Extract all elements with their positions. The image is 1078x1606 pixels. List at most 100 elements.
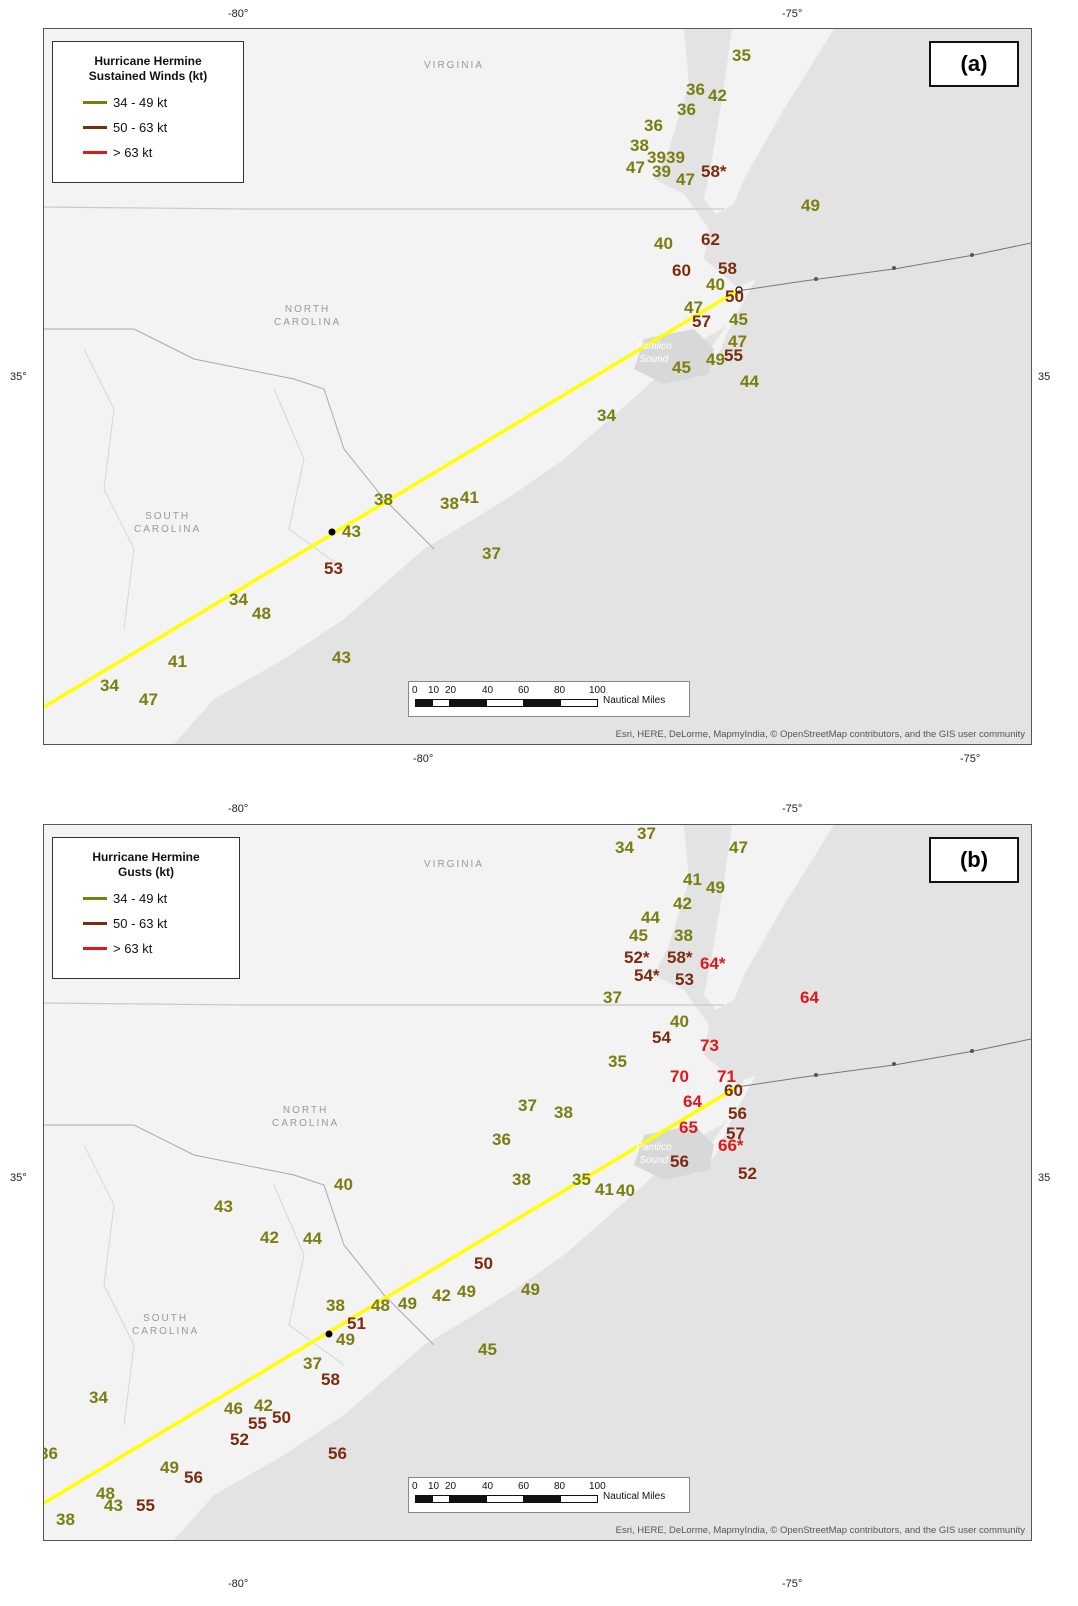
observation-label: 36: [677, 100, 696, 119]
scale-label: 20: [445, 1481, 457, 1492]
storm-track-extension: [736, 242, 1031, 292]
observation-label: 58: [718, 259, 737, 278]
observation-label: 41: [168, 652, 187, 671]
county-lines-2: [273, 388, 345, 570]
county-lines: [83, 348, 135, 630]
observation-label: 52: [230, 1430, 249, 1449]
observation-label: 60: [672, 261, 691, 280]
place-north-carolina: NORTH CAROLINA: [272, 1105, 340, 1129]
place-north-carolina: NORTH CAROLINA: [274, 304, 342, 328]
track-markers: [814, 1049, 974, 1077]
observation-label: 64: [800, 988, 819, 1007]
observation-label: 45: [478, 1340, 497, 1359]
observation-label: 37: [518, 1096, 537, 1115]
legend-label: 50 - 63 kt: [113, 120, 168, 135]
observation-label: 49: [457, 1282, 476, 1301]
observation-label: 40: [670, 1012, 689, 1031]
observation-label: 44: [303, 1229, 322, 1248]
observation-label: 49: [398, 1294, 417, 1313]
observation-label: 38: [554, 1103, 573, 1122]
observation-label: 40: [706, 275, 725, 294]
place-south-carolina: SOUTH CAROLINA: [132, 1313, 200, 1337]
observation-label: 58*: [701, 162, 727, 181]
scale-label: 10: [428, 685, 440, 696]
observation-label: 41: [683, 870, 702, 889]
scale-segment: [486, 1495, 524, 1503]
legend-swatch-red: [83, 947, 107, 950]
legend-item-red: > 63 kt: [83, 936, 239, 961]
observation-label: 38: [674, 926, 693, 945]
observation-label: 51: [347, 1314, 366, 1333]
observation-label: 35: [732, 46, 751, 65]
observation-label: 48: [371, 1296, 390, 1315]
panel-label-b: (b): [929, 837, 1019, 883]
observation-label: 35: [572, 1170, 591, 1189]
lat-tick-35-right-a: 35: [1038, 371, 1051, 383]
map-panel-a: VIRGINIA NORTH CAROLINA SOUTH CAROLINA P…: [43, 28, 1032, 745]
observation-label: 45: [672, 358, 691, 377]
observation-label: 56: [670, 1152, 689, 1171]
track-point-ob: [735, 286, 743, 294]
track-point: [325, 1330, 333, 1338]
observation-label: 48: [96, 1484, 115, 1503]
storm-track: [44, 1085, 738, 1505]
lon-tick-75-top-b: -75°: [782, 803, 803, 815]
observation-label: 47: [626, 158, 645, 177]
place-virginia: VIRGINIA: [424, 859, 484, 870]
map-attribution: Esri, HERE, DeLorme, MapmyIndia, © OpenS…: [615, 1525, 1025, 1536]
state-border-va-nc: [44, 1002, 724, 1006]
legend-label: 34 - 49 kt: [113, 95, 168, 110]
observation-label: 64*: [700, 954, 726, 973]
observation-label: 73: [700, 1036, 719, 1055]
observation-label: 49: [706, 878, 725, 897]
observation-label: 47: [729, 838, 748, 857]
observation-label: 49: [801, 196, 820, 215]
legend-b: Hurricane Hermine Gusts (kt) 34 - 49 kt …: [52, 837, 240, 979]
scale-segment: [432, 1495, 450, 1503]
scale-segment: [523, 699, 561, 707]
observation-label: 47: [684, 298, 703, 317]
observation-label: 57: [692, 312, 711, 331]
scale-label: 100: [589, 1481, 606, 1492]
observation-label: 37: [603, 988, 622, 1007]
scale-label: 10: [428, 1481, 440, 1492]
observation-label: 34: [100, 676, 119, 695]
observation-label: 38: [630, 136, 649, 155]
legend-swatch-red: [83, 151, 107, 154]
legend-label: 50 - 63 kt: [113, 916, 168, 931]
observation-label: 41: [460, 488, 479, 507]
observation-label: 36: [44, 1444, 58, 1463]
scale-label: 80: [554, 685, 566, 696]
observation-label: 34: [229, 590, 248, 609]
legend-item-green: 34 - 49 kt: [83, 886, 239, 911]
place-virginia: VIRGINIA: [424, 60, 484, 71]
observation-label: 40: [616, 1181, 635, 1200]
observation-label: 70: [670, 1067, 689, 1086]
observation-label: 71: [717, 1067, 736, 1086]
observation-label: 36: [492, 1130, 511, 1149]
legend-label: > 63 kt: [113, 145, 153, 160]
scale-label: 60: [518, 685, 530, 696]
scale-segment: [415, 1495, 433, 1503]
state-border-va-nc: [44, 206, 724, 210]
observation-label: 65: [679, 1118, 698, 1137]
scale-bar: 0 10 20 40 60 80 100 Nautical Miles: [408, 1477, 690, 1513]
observation-label: 40: [654, 234, 673, 253]
observation-label: 49: [521, 1280, 540, 1299]
observation-label: 50: [474, 1254, 493, 1273]
observation-label: 47: [139, 690, 158, 709]
scale-segment: [449, 1495, 487, 1503]
legend-a: Hurricane Hermine Sustained Winds (kt) 3…: [52, 41, 244, 183]
scale-bar: 0 10 20 40 60 80 100 Nautical Miles: [408, 681, 690, 717]
track-point: [328, 528, 336, 536]
scale-label: 0: [412, 1481, 418, 1492]
observation-label: 64: [683, 1092, 702, 1111]
observation-label: 42: [432, 1286, 451, 1305]
observation-label: 49: [160, 1458, 179, 1477]
observation-label: 44: [740, 372, 759, 391]
delmarva-land: [704, 825, 834, 1010]
observation-label: 36: [686, 80, 705, 99]
lon-tick-80-top-b: -80°: [228, 803, 249, 815]
lon-tick-80-top-a: -80°: [228, 8, 249, 20]
place-pamlico-sound: Pamlico Sound: [636, 341, 672, 365]
